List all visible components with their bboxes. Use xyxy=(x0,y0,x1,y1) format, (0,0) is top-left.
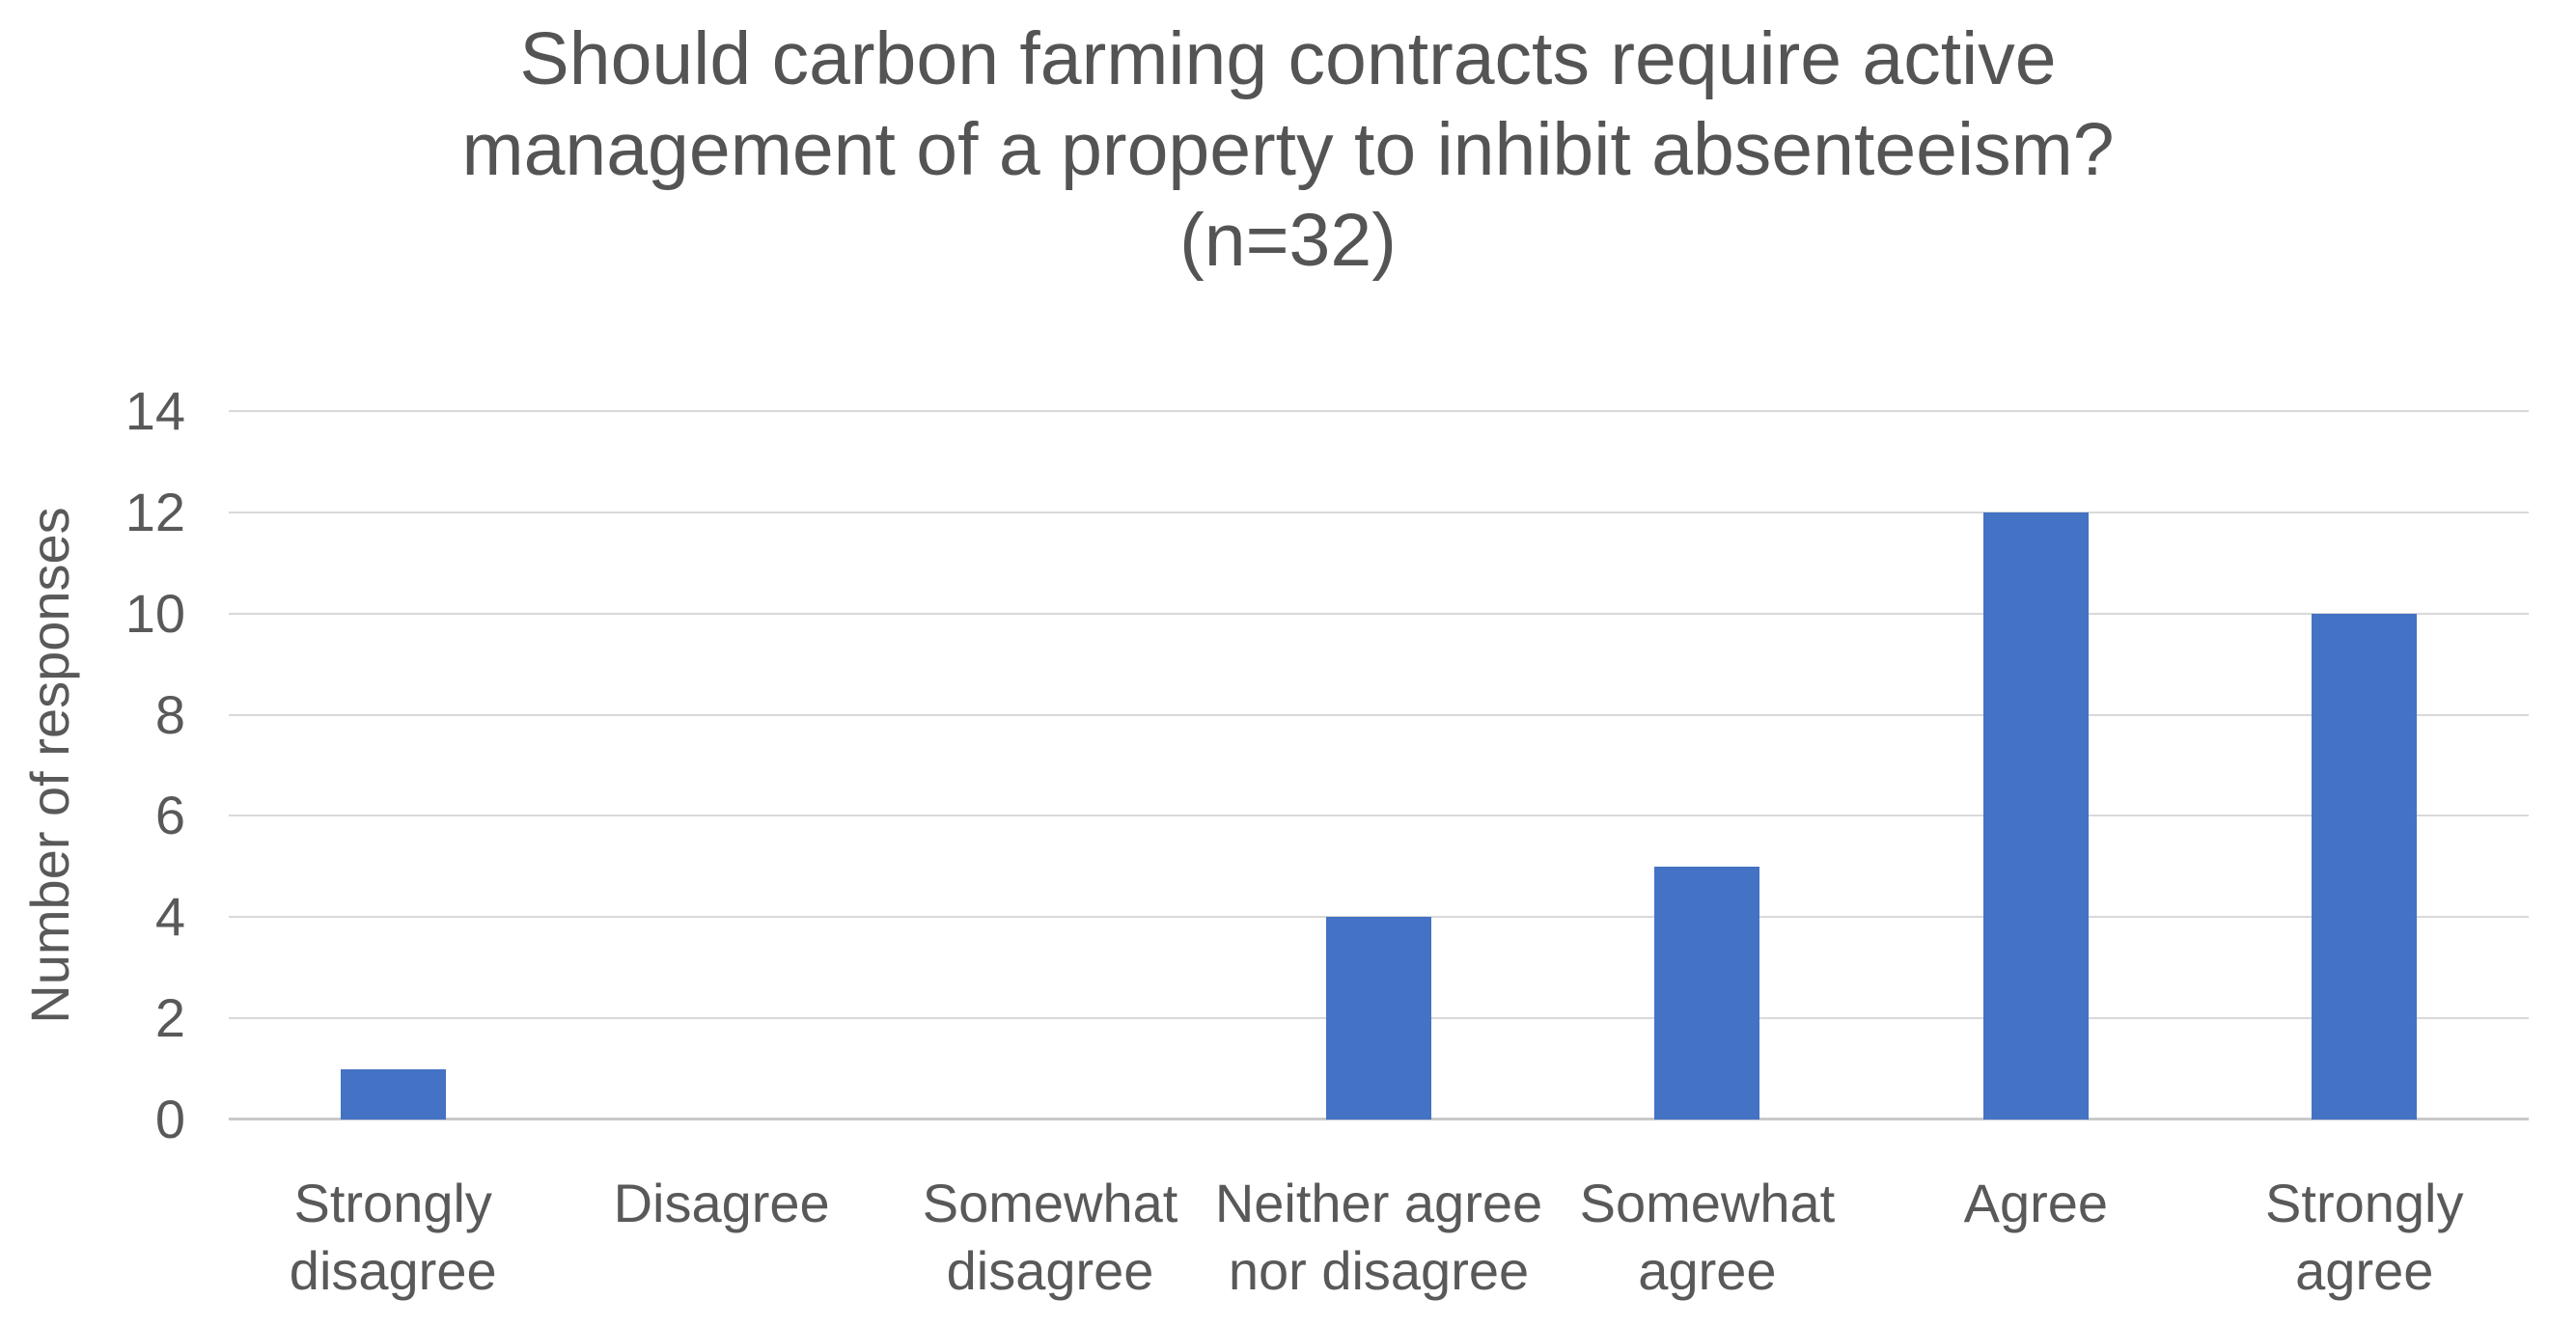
x-category-label-line: Somewhat xyxy=(1579,1173,1836,1233)
x-category-label-line: Neither agree xyxy=(1214,1173,1543,1233)
x-category-label-strongly-agree: Strongly agree xyxy=(2172,1170,2558,1305)
x-category-label-line: Disagree xyxy=(613,1173,830,1233)
x-category-label-line: Strongly xyxy=(2265,1173,2464,1233)
y-tick-label-12: 12 xyxy=(125,481,185,542)
bar-strongly-agree xyxy=(2312,613,2418,1120)
gridline-8 xyxy=(229,713,2529,716)
gridline-10 xyxy=(229,612,2529,615)
y-tick-label-14: 14 xyxy=(125,380,185,441)
x-category-label-line: agree xyxy=(1638,1240,1777,1301)
y-tick-label-2: 2 xyxy=(154,987,185,1049)
x-category-label-neither-agree-nor-disagree: Neither agree nor disagree xyxy=(1185,1170,1571,1305)
x-category-label-line: nor disagree xyxy=(1228,1240,1530,1301)
y-tick-label-4: 4 xyxy=(154,886,185,948)
gridline-6 xyxy=(229,815,2529,817)
chart-title-line-1: Should carbon farming contracts require … xyxy=(519,17,2057,100)
gridline-12 xyxy=(229,511,2529,513)
x-category-label-line: Somewhat xyxy=(922,1173,1178,1233)
x-category-label-disagree: Disagree xyxy=(528,1170,914,1237)
bar-strongly-disagree xyxy=(340,1068,446,1120)
bar-neither-agree-nor-disagree xyxy=(1326,917,1431,1120)
chart-title-line-3: (n=32) xyxy=(1179,199,1397,282)
x-category-label-line: Agree xyxy=(1963,1173,2109,1233)
x-category-label-line: Strongly xyxy=(293,1173,492,1233)
x-category-label-line: agree xyxy=(2295,1240,2434,1301)
x-category-label-somewhat-agree: Somewhat agree xyxy=(1514,1170,1900,1305)
x-category-label-line: disagree xyxy=(946,1240,1154,1301)
x-category-label-agree: Agree xyxy=(1842,1170,2229,1237)
x-category-label-somewhat-disagree: Somewhat disagree xyxy=(857,1170,1243,1305)
bar-agree xyxy=(1982,511,2089,1120)
chart-title-line-2: management of a property to inhibit abse… xyxy=(461,108,2115,191)
chart-title: Should carbon farming contracts require … xyxy=(0,14,2576,286)
y-tick-label-6: 6 xyxy=(154,785,185,846)
y-tick-label-10: 10 xyxy=(125,582,185,644)
y-tick-label-0: 0 xyxy=(154,1089,185,1149)
bar-somewhat-agree xyxy=(1654,866,1760,1120)
x-category-label-line: disagree xyxy=(289,1240,497,1301)
plot-area xyxy=(229,410,2529,1120)
y-tick-label-8: 8 xyxy=(154,683,185,745)
x-category-label-strongly-disagree: Strongly disagree xyxy=(200,1170,586,1305)
gridline-14 xyxy=(229,410,2529,412)
